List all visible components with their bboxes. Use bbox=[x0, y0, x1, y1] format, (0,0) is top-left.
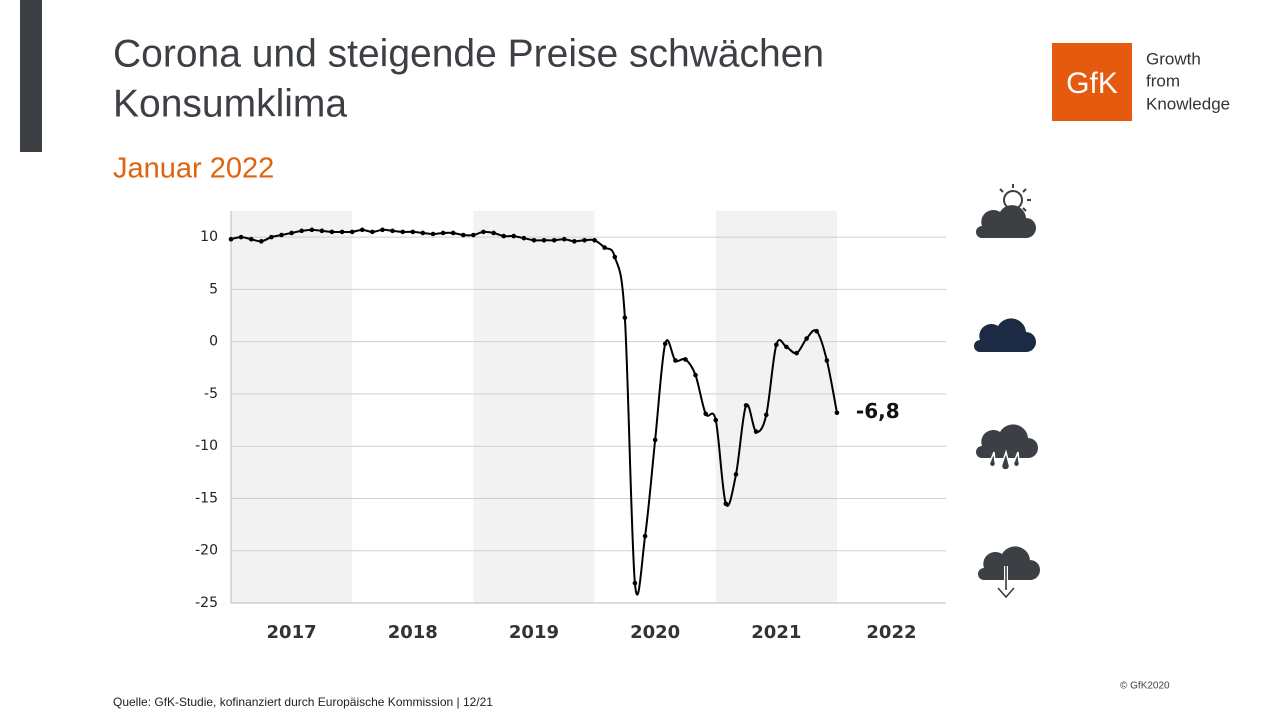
year-band bbox=[715, 211, 837, 603]
point bbox=[390, 228, 395, 234]
point bbox=[753, 429, 759, 434]
point bbox=[359, 227, 365, 233]
point bbox=[319, 228, 325, 234]
x-tick-label: 2017 bbox=[267, 622, 317, 643]
y-tick-label: -10 bbox=[195, 438, 218, 454]
point bbox=[804, 336, 809, 341]
icon-sun-cloud bbox=[976, 184, 1036, 238]
icon-rain bbox=[976, 424, 1038, 471]
point bbox=[642, 533, 648, 539]
point bbox=[693, 372, 698, 378]
point bbox=[521, 235, 527, 241]
point bbox=[269, 234, 274, 240]
point bbox=[834, 410, 840, 416]
point bbox=[582, 237, 587, 243]
point bbox=[440, 230, 446, 236]
point bbox=[501, 233, 506, 239]
chart: 2017 2018 2019 2020 2021 2022 10 5 0 -5 -10 -15 -20 -… bbox=[195, 211, 946, 643]
point bbox=[258, 239, 264, 244]
point bbox=[743, 403, 749, 408]
point bbox=[541, 237, 547, 243]
point bbox=[349, 229, 355, 235]
y-tick-label: 10 bbox=[200, 229, 218, 245]
point bbox=[602, 245, 607, 250]
point bbox=[784, 344, 789, 350]
point bbox=[420, 230, 426, 236]
point bbox=[622, 315, 628, 320]
x-tick-label: 2018 bbox=[388, 622, 438, 643]
title: Corona und steigende Preise schwächen bbox=[113, 32, 824, 75]
point bbox=[299, 228, 304, 234]
point bbox=[491, 230, 496, 236]
logo-text: from bbox=[1146, 71, 1180, 90]
point bbox=[481, 229, 486, 235]
point bbox=[632, 580, 638, 586]
point bbox=[814, 328, 819, 334]
point bbox=[289, 230, 294, 236]
annotation: -6,8 bbox=[856, 399, 900, 423]
y-tick-label: -5 bbox=[204, 386, 218, 402]
point bbox=[531, 237, 537, 243]
point bbox=[763, 412, 769, 418]
point bbox=[713, 417, 719, 423]
point bbox=[400, 229, 406, 235]
y-tick-label: -20 bbox=[195, 543, 218, 559]
point bbox=[572, 239, 577, 244]
point bbox=[279, 232, 284, 238]
y-tick-label: 5 bbox=[209, 281, 218, 297]
point bbox=[794, 350, 799, 356]
point bbox=[723, 501, 729, 506]
point bbox=[238, 234, 244, 240]
point bbox=[733, 472, 739, 477]
point bbox=[370, 229, 375, 235]
year-band bbox=[473, 211, 595, 603]
icon-storm bbox=[978, 546, 1040, 601]
x-tick-label: 2019 bbox=[509, 622, 559, 643]
point bbox=[248, 236, 254, 242]
source: Quelle: GfK-Studie, kofinanziert durch E… bbox=[113, 695, 493, 709]
y-tick-label: -15 bbox=[195, 490, 218, 506]
point bbox=[410, 229, 416, 235]
logo-text: Knowledge bbox=[1146, 94, 1230, 113]
point bbox=[612, 254, 618, 260]
point bbox=[228, 236, 234, 242]
y-tick-label: -25 bbox=[195, 595, 218, 611]
logo-box bbox=[1052, 43, 1132, 121]
logo-text: Growth bbox=[1146, 49, 1201, 68]
side-bar bbox=[20, 0, 42, 152]
point bbox=[309, 227, 315, 233]
point bbox=[380, 227, 385, 233]
point bbox=[329, 229, 335, 235]
x-tick-label: 2020 bbox=[630, 622, 680, 643]
point bbox=[471, 232, 476, 238]
point bbox=[511, 233, 517, 239]
x-tick-label: 2021 bbox=[751, 622, 801, 643]
x-tick-label: 2022 bbox=[866, 622, 916, 643]
point bbox=[551, 237, 557, 243]
point bbox=[561, 236, 567, 242]
icon-cloud bbox=[974, 318, 1036, 352]
year-band bbox=[231, 211, 353, 603]
title: Konsumklima bbox=[113, 82, 347, 125]
subtitle: Januar 2022 bbox=[113, 153, 274, 185]
point bbox=[652, 437, 658, 443]
logo-mark: GfK bbox=[1066, 67, 1118, 100]
point bbox=[824, 358, 830, 363]
point bbox=[683, 357, 688, 362]
point bbox=[339, 229, 345, 235]
copyright: © GfK2020 bbox=[1120, 681, 1170, 692]
point bbox=[592, 237, 597, 243]
point bbox=[673, 358, 678, 363]
point bbox=[461, 232, 466, 238]
point bbox=[662, 341, 668, 347]
point bbox=[703, 411, 708, 417]
point bbox=[430, 231, 436, 237]
y-tick-label: 0 bbox=[209, 334, 218, 350]
point bbox=[450, 230, 456, 236]
point bbox=[774, 342, 779, 348]
